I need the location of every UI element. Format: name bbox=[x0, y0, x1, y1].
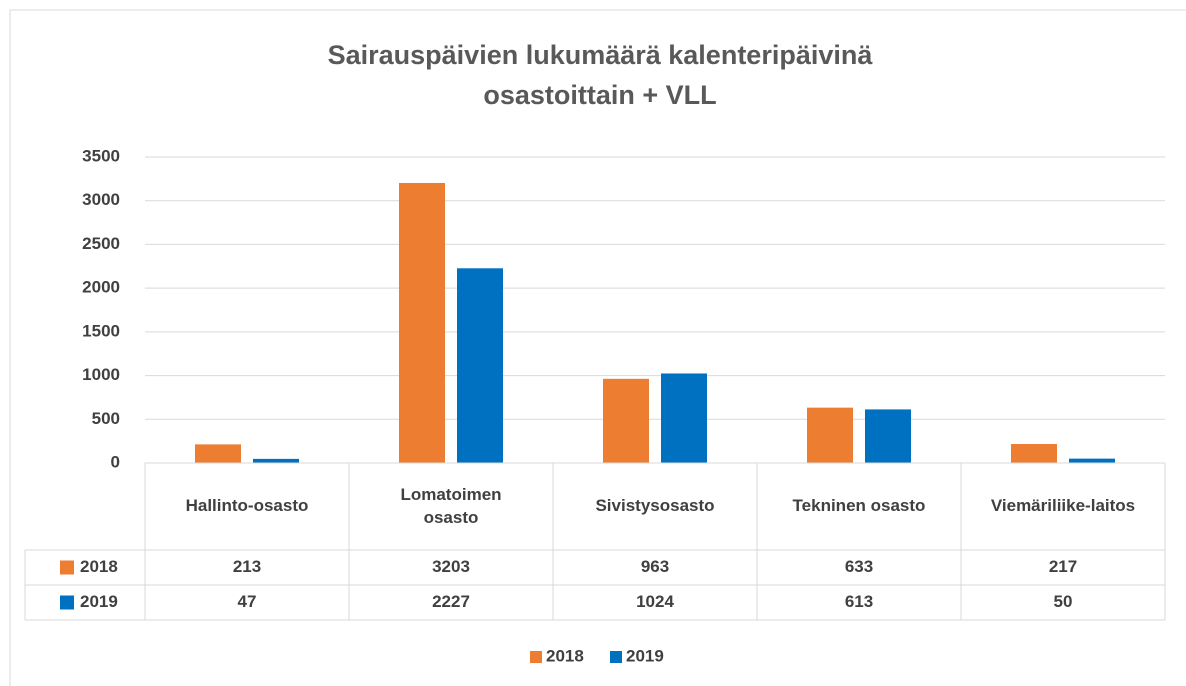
category-label: Sivistysosasto bbox=[595, 496, 715, 516]
legend-label: 2018 bbox=[546, 646, 584, 665]
bar bbox=[399, 182, 445, 463]
bar bbox=[807, 407, 853, 463]
category-label: Tekninen osasto bbox=[792, 496, 926, 516]
table-value: 2227 bbox=[432, 592, 470, 611]
legend-key bbox=[530, 651, 542, 663]
y-tick-label: 3500 bbox=[82, 146, 120, 165]
title-box: Sairauspäivien lukumäärä kalenteripäivin… bbox=[327, 40, 873, 110]
category-cell-box: Hallinto-osasto bbox=[145, 463, 349, 550]
bar bbox=[1011, 444, 1057, 463]
category-cell-box: Sivistysosasto bbox=[553, 463, 757, 550]
y-tick-label: 2500 bbox=[82, 234, 120, 253]
category-cell: Lomatoimen osasto bbox=[349, 463, 553, 550]
y-tick-label: 1500 bbox=[82, 321, 120, 340]
y-tick-label: 500 bbox=[92, 409, 120, 428]
bar bbox=[865, 409, 911, 463]
table-value: 633 bbox=[845, 557, 873, 576]
table-value: 613 bbox=[845, 592, 873, 611]
table-value: 3203 bbox=[432, 557, 470, 576]
table-value: 50 bbox=[1054, 592, 1073, 611]
category-cell-box: Lomatoimen osasto bbox=[349, 463, 553, 550]
category-cell: Tekninen osasto bbox=[757, 463, 961, 550]
chart-frame bbox=[9, 9, 1186, 686]
bar bbox=[457, 268, 503, 463]
category-cell-box: Tekninen osasto bbox=[757, 463, 961, 550]
table-series-name: 2019 bbox=[80, 592, 118, 611]
table-value: 963 bbox=[641, 557, 669, 576]
category-label: Hallinto-osasto bbox=[185, 496, 309, 516]
table-legend-key bbox=[60, 595, 74, 610]
table-value: 217 bbox=[1049, 557, 1077, 576]
bar bbox=[1069, 458, 1115, 463]
table-value: 1024 bbox=[636, 592, 674, 611]
legend-key bbox=[610, 651, 622, 663]
category-label: Lomatoimen osasto bbox=[400, 485, 502, 527]
table-legend-key bbox=[60, 560, 74, 575]
category-cell: Viemäriliike-laitos bbox=[961, 463, 1165, 550]
bar bbox=[661, 373, 707, 463]
bar bbox=[195, 444, 241, 463]
category-label: Viemäriliike-laitos bbox=[990, 496, 1136, 516]
table-value: 47 bbox=[238, 592, 257, 611]
y-tick-label: 0 bbox=[111, 452, 120, 471]
category-cell: Hallinto-osasto bbox=[145, 463, 349, 550]
category-cell-box: Viemäriliike-laitos bbox=[961, 463, 1165, 550]
bar bbox=[253, 458, 299, 463]
table-series-name: 2018 bbox=[80, 557, 118, 576]
legend-label: 2019 bbox=[626, 646, 664, 665]
category-cell: Sivistysosasto bbox=[553, 463, 757, 550]
y-tick-label: 1000 bbox=[82, 365, 120, 384]
y-tick-label: 2000 bbox=[82, 278, 120, 297]
bar bbox=[603, 378, 649, 463]
chart-title: Sairauspäivien lukumäärä kalenteripäivin… bbox=[327, 40, 873, 110]
y-tick-label: 3000 bbox=[82, 190, 120, 209]
table-value: 213 bbox=[233, 557, 261, 576]
